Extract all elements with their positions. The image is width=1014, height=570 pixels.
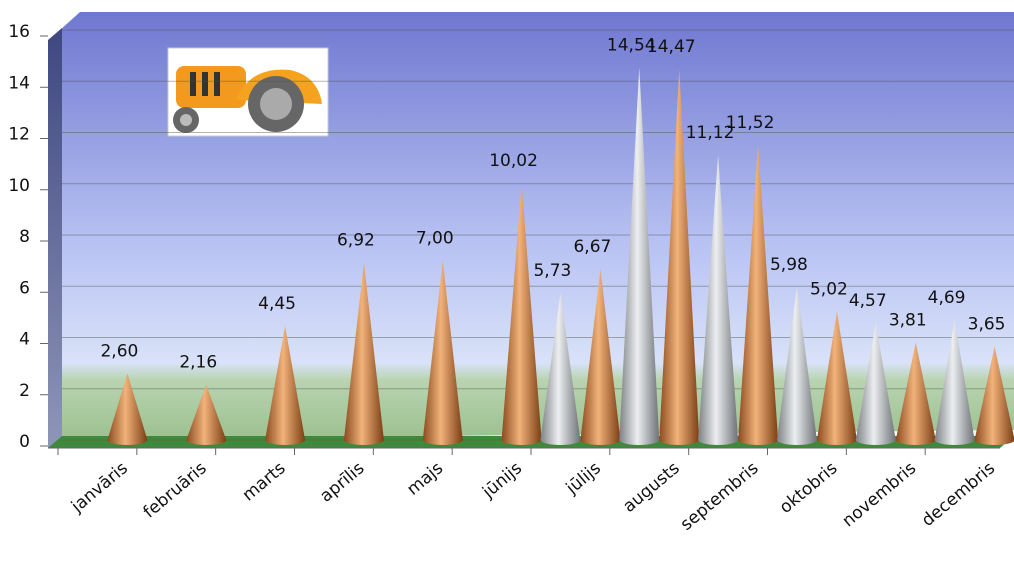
cone (186, 384, 227, 445)
x-tick-label: aprīlis (316, 458, 368, 506)
y-tick-label: 8 (19, 227, 30, 247)
value-label: 11,12 (686, 123, 735, 143)
value-label: 11,52 (726, 113, 775, 133)
value-label: 3,65 (968, 314, 1006, 334)
value-label: 5,98 (770, 255, 808, 275)
x-tick-label: decembris (918, 458, 999, 531)
value-label: 2,60 (100, 341, 138, 361)
value-label: 5,02 (810, 279, 848, 299)
side-wall (48, 28, 62, 448)
value-label: 7,00 (416, 229, 454, 249)
cone (107, 373, 148, 445)
y-tick-label: 6 (19, 278, 30, 298)
y-tick-label: 12 (8, 125, 30, 145)
cone (855, 322, 896, 445)
tractor-icon (167, 47, 329, 137)
cone (934, 319, 975, 445)
x-tick-label: majs (403, 458, 447, 499)
value-label: 14,47 (647, 37, 696, 57)
cone (501, 183, 542, 445)
cone (265, 325, 306, 445)
x-tick-label: jūlijs (562, 458, 605, 499)
value-label: 5,73 (533, 261, 571, 281)
cone (540, 293, 581, 445)
cone (580, 269, 621, 445)
value-label: 3,81 (889, 310, 927, 330)
value-label: 2,16 (179, 353, 217, 373)
y-tick-label: 16 (8, 22, 30, 42)
x-tick-label: novembris (839, 458, 921, 531)
value-label: 4,45 (258, 294, 296, 314)
x-tick-label: janvāris (67, 458, 132, 517)
cone (816, 311, 857, 445)
y-tick-label: 14 (8, 73, 30, 93)
cone (698, 155, 739, 446)
value-label: 4,57 (849, 291, 887, 311)
x-tick-label: jūnijs (478, 458, 526, 503)
cone (659, 69, 700, 446)
cone (619, 67, 660, 445)
y-tick-label: 0 (19, 432, 30, 452)
y-tick-label: 10 (8, 176, 30, 196)
cone (738, 144, 779, 446)
y-tick-label: 2 (19, 381, 30, 401)
value-label: 6,92 (337, 231, 375, 251)
value-label: 4,69 (928, 288, 966, 308)
cone (422, 260, 463, 445)
value-label: 14,54 (607, 35, 656, 55)
cone (974, 346, 1014, 445)
x-tick-label: marts (239, 458, 290, 505)
x-tick-label: septembris (677, 458, 763, 535)
cone (776, 286, 817, 445)
cone (895, 342, 936, 445)
x-tick-label: februāris (140, 458, 211, 522)
value-label: 10,02 (489, 151, 538, 171)
x-tick-label: augusts (619, 458, 683, 517)
value-label: 6,67 (573, 237, 611, 257)
cone (343, 262, 384, 445)
y-tick-label: 4 (19, 330, 30, 350)
x-tick-label: oktobris (776, 458, 842, 518)
